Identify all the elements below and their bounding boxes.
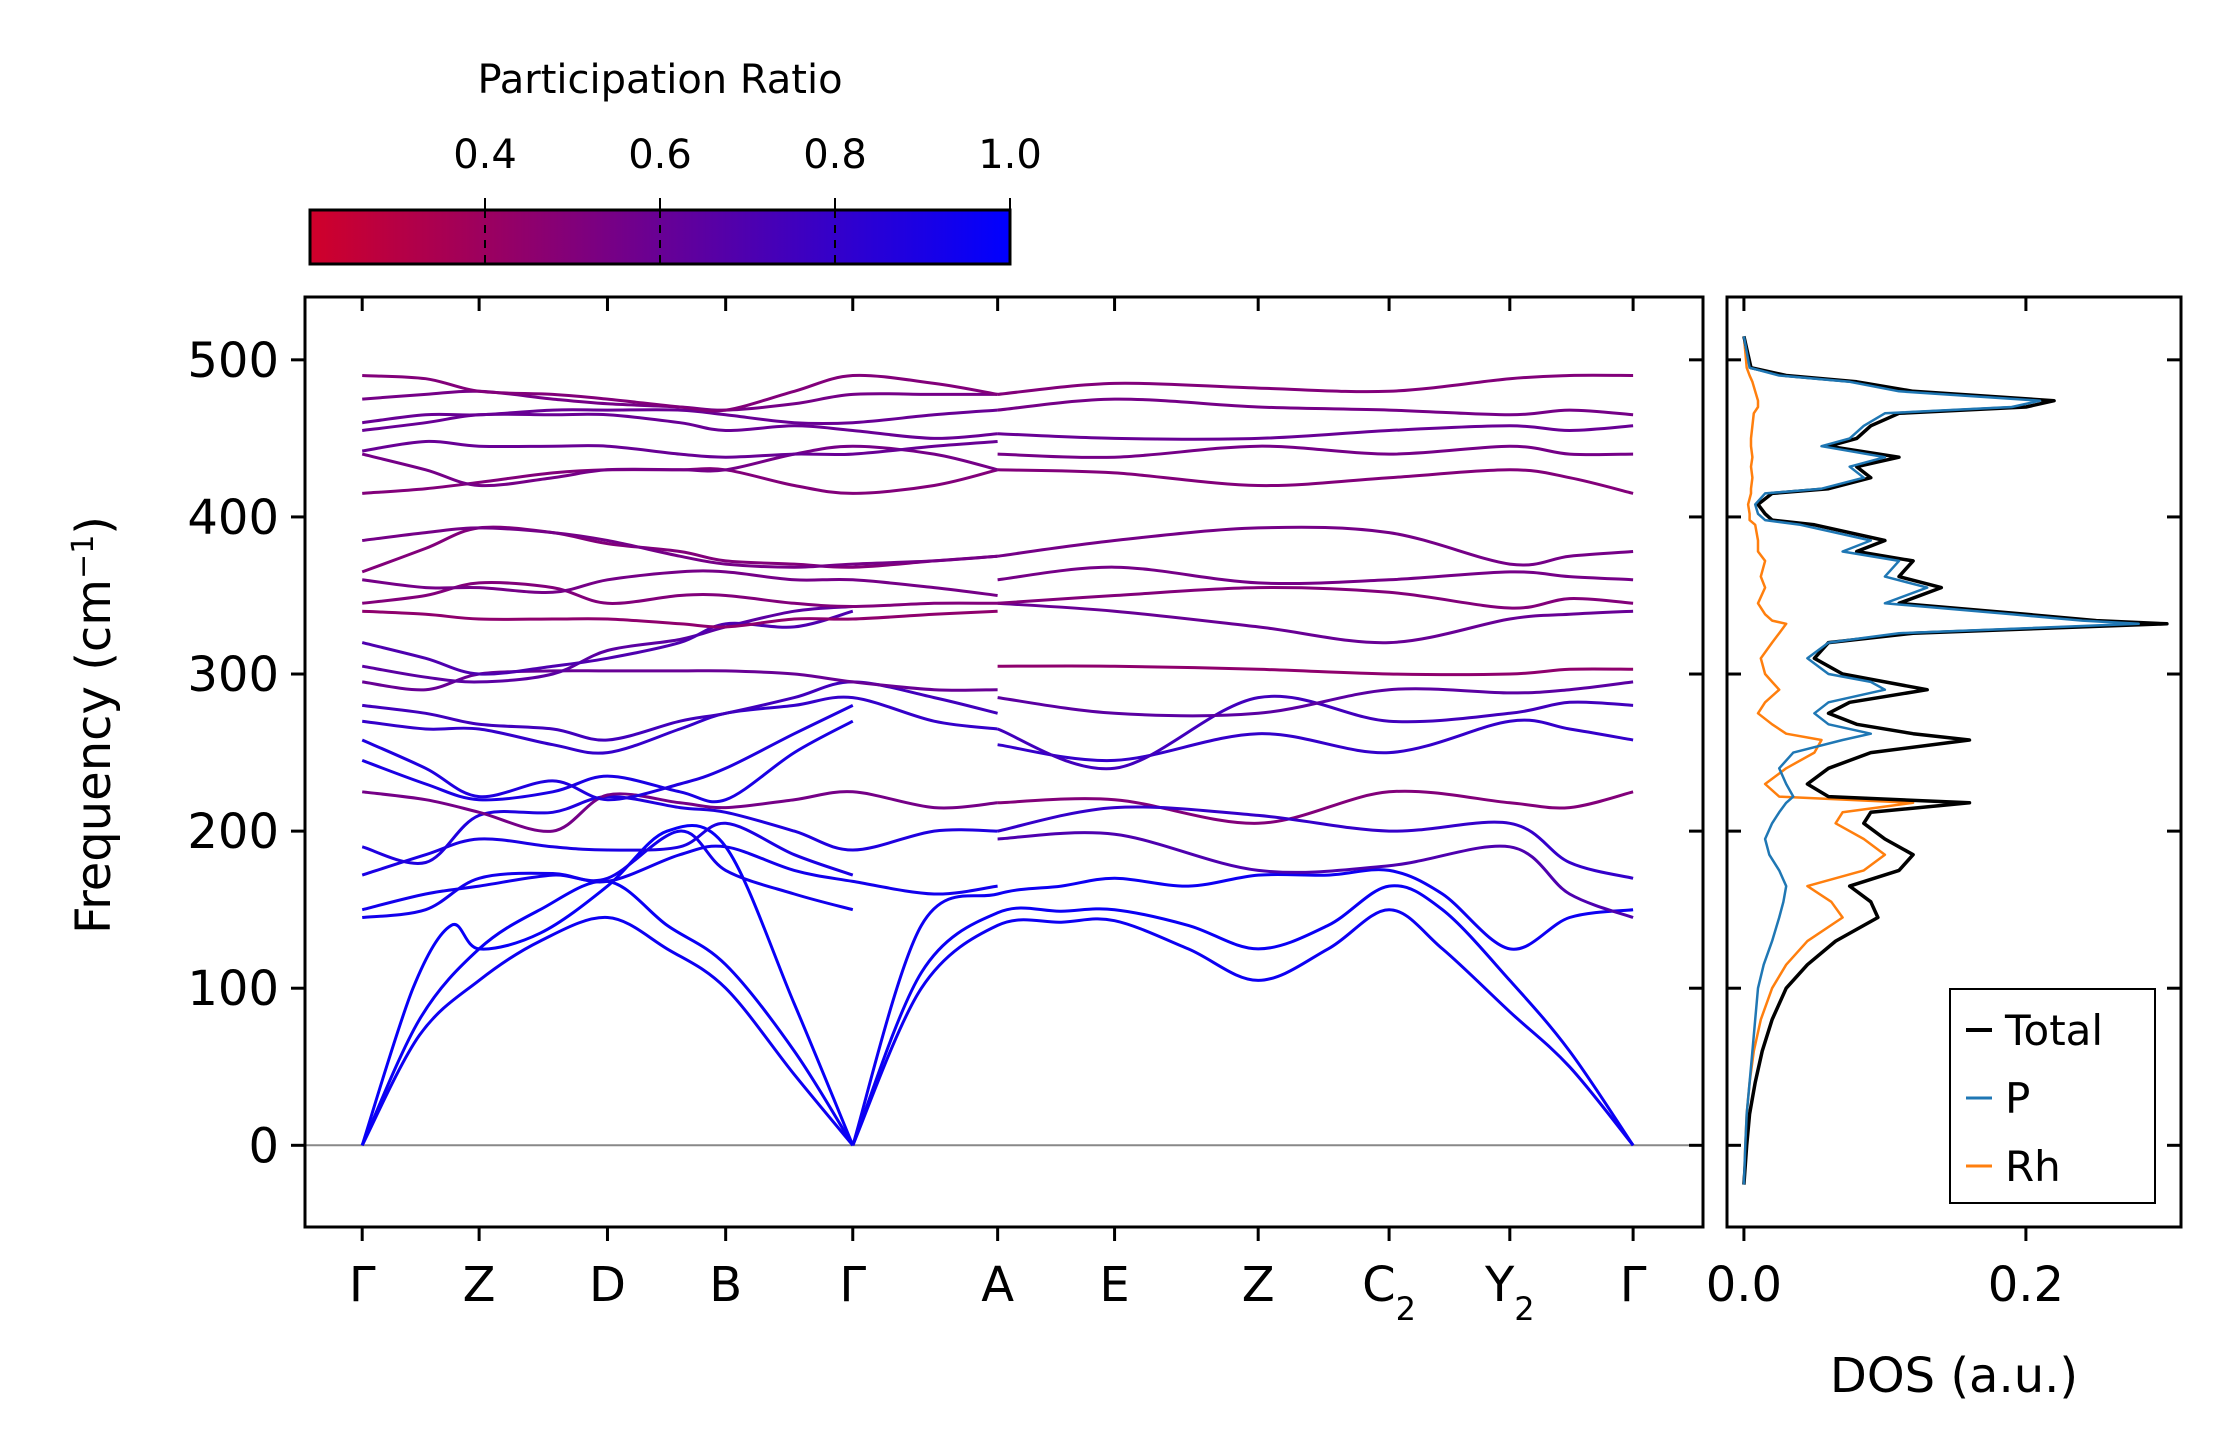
band-band-440 (361, 444, 998, 488)
dos-panel: 0.0 0.2 DOS (a.u.) Total P Rh (1706, 295, 2183, 1404)
legend-label-p: P (2005, 1074, 2030, 1123)
band-band-r465 (997, 397, 1634, 417)
band-band-r210 (997, 805, 1634, 880)
band-band-r450 (997, 424, 1634, 441)
band-band-225 (362, 790, 998, 833)
kpath-label: Z (1242, 1257, 1275, 1313)
kpath-label: B (709, 1257, 742, 1313)
band-band-r150 (997, 831, 1634, 919)
band-band-340 (362, 609, 998, 629)
frequency-tick-label: 300 (187, 647, 279, 703)
band-band-305 (361, 605, 853, 684)
band-band-320 (361, 609, 854, 676)
band-band-r260 (997, 694, 1634, 771)
band-band-r320 (997, 601, 1634, 645)
band-band-258 (361, 704, 854, 802)
frequency-tick-label: 0 (248, 1118, 279, 1174)
band-acoustic-1b (851, 908, 1635, 1147)
band-band-r375 (997, 525, 1634, 567)
band-band-490 (362, 373, 998, 413)
dos-frequency-ticks (1727, 358, 2181, 1147)
band-band-385 (362, 526, 998, 569)
band-band-150 (361, 829, 854, 912)
dos-line-total (1742, 335, 2169, 1185)
kpath-axis: Γ Z D B Γ A E Z C2 Y2 Γ (349, 297, 1647, 1328)
kpath-label: Y2 (1484, 1257, 1535, 1328)
frequency-tick-label: 500 (187, 333, 279, 389)
band-band-190 (361, 795, 998, 865)
band-band-r200 (997, 789, 1634, 825)
band-band-145 (362, 844, 998, 919)
frequency-tick-label: 400 (187, 490, 279, 546)
frequency-axis: 0 100 200 300 400 500 (187, 333, 1703, 1174)
dos-tick-label: 0.2 (1988, 1257, 2064, 1313)
colorbar-tick-label: 0.4 (453, 132, 517, 178)
colorbar-tick-label: 1.0 (978, 132, 1042, 178)
dos-line-p (1742, 336, 2140, 1185)
kpath-label: Z (463, 1257, 496, 1313)
band-band-r285 (997, 680, 1634, 718)
band-acoustic-2b (851, 884, 1635, 1147)
legend-label-rh: Rh (2005, 1142, 2061, 1191)
kpath-label: Γ (1620, 1257, 1647, 1313)
dos-line-rh (1742, 336, 1915, 1185)
band-band-r345 (997, 586, 1634, 610)
band-band-245 (361, 719, 854, 804)
kpath-label: D (589, 1257, 626, 1313)
band-band-442 (361, 439, 998, 459)
band-band-172 (361, 821, 854, 877)
band-acoustic-3b (851, 868, 1634, 1146)
frequency-tick-label: 100 (187, 961, 279, 1017)
dos-tick-label: 0.0 (1706, 1257, 1782, 1313)
band-band-360 (362, 569, 998, 597)
frequency-tick-label: 200 (187, 804, 279, 860)
kpath-label: Γ (839, 1257, 866, 1313)
band-band-460 (362, 408, 998, 426)
band-acoustic-3 (360, 823, 855, 1146)
colorbar-ticks: 0.4 0.6 0.8 1.0 (453, 132, 1042, 264)
dos-lines (1742, 335, 2169, 1185)
band-acoustic-1 (360, 915, 854, 1147)
kpath-label: A (981, 1257, 1014, 1313)
band-band-270 (362, 695, 998, 755)
band-band-345 (362, 581, 998, 609)
band-band-r420 (997, 468, 1634, 495)
kpath-label: E (1099, 1257, 1129, 1313)
band-band-295 (362, 669, 998, 692)
dos-axis: 0.0 0.2 (1706, 297, 2064, 1313)
dos-axis-label: DOS (a.u.) (1830, 1348, 2078, 1404)
band-lines (360, 373, 1635, 1147)
band-band-r240 (997, 718, 1634, 763)
colorbar-tick-label: 0.8 (803, 132, 867, 178)
band-band-r480 (997, 373, 1634, 396)
kpath-label: C2 (1362, 1257, 1416, 1328)
legend-label-total: Total (2004, 1006, 2103, 1055)
kpath-label: Γ (349, 1257, 376, 1313)
colorbar-title: Participation Ratio (477, 57, 842, 103)
dispersion-panel: 0 100 200 300 400 500 Γ Z D B Γ A E Z C2 Y2 Γ Frequency… (66, 295, 1705, 1328)
dispersion-frame (303, 295, 1705, 1229)
band-band-365 (361, 525, 998, 574)
frequency-axis-label: Frequency (cm−1) (66, 516, 123, 934)
colorbar-tick-label: 0.6 (628, 132, 692, 178)
band-acoustic-2 (360, 879, 855, 1147)
band-band-r360 (997, 565, 1634, 586)
band-band-r440 (997, 444, 1634, 459)
band-band-r305 (997, 664, 1634, 677)
dos-frame (1725, 295, 2183, 1229)
legend: Total P Rh (1949, 988, 2156, 1204)
colorbar: Participation Ratio 0.4 0.6 0.8 1.0 (308, 57, 1042, 266)
